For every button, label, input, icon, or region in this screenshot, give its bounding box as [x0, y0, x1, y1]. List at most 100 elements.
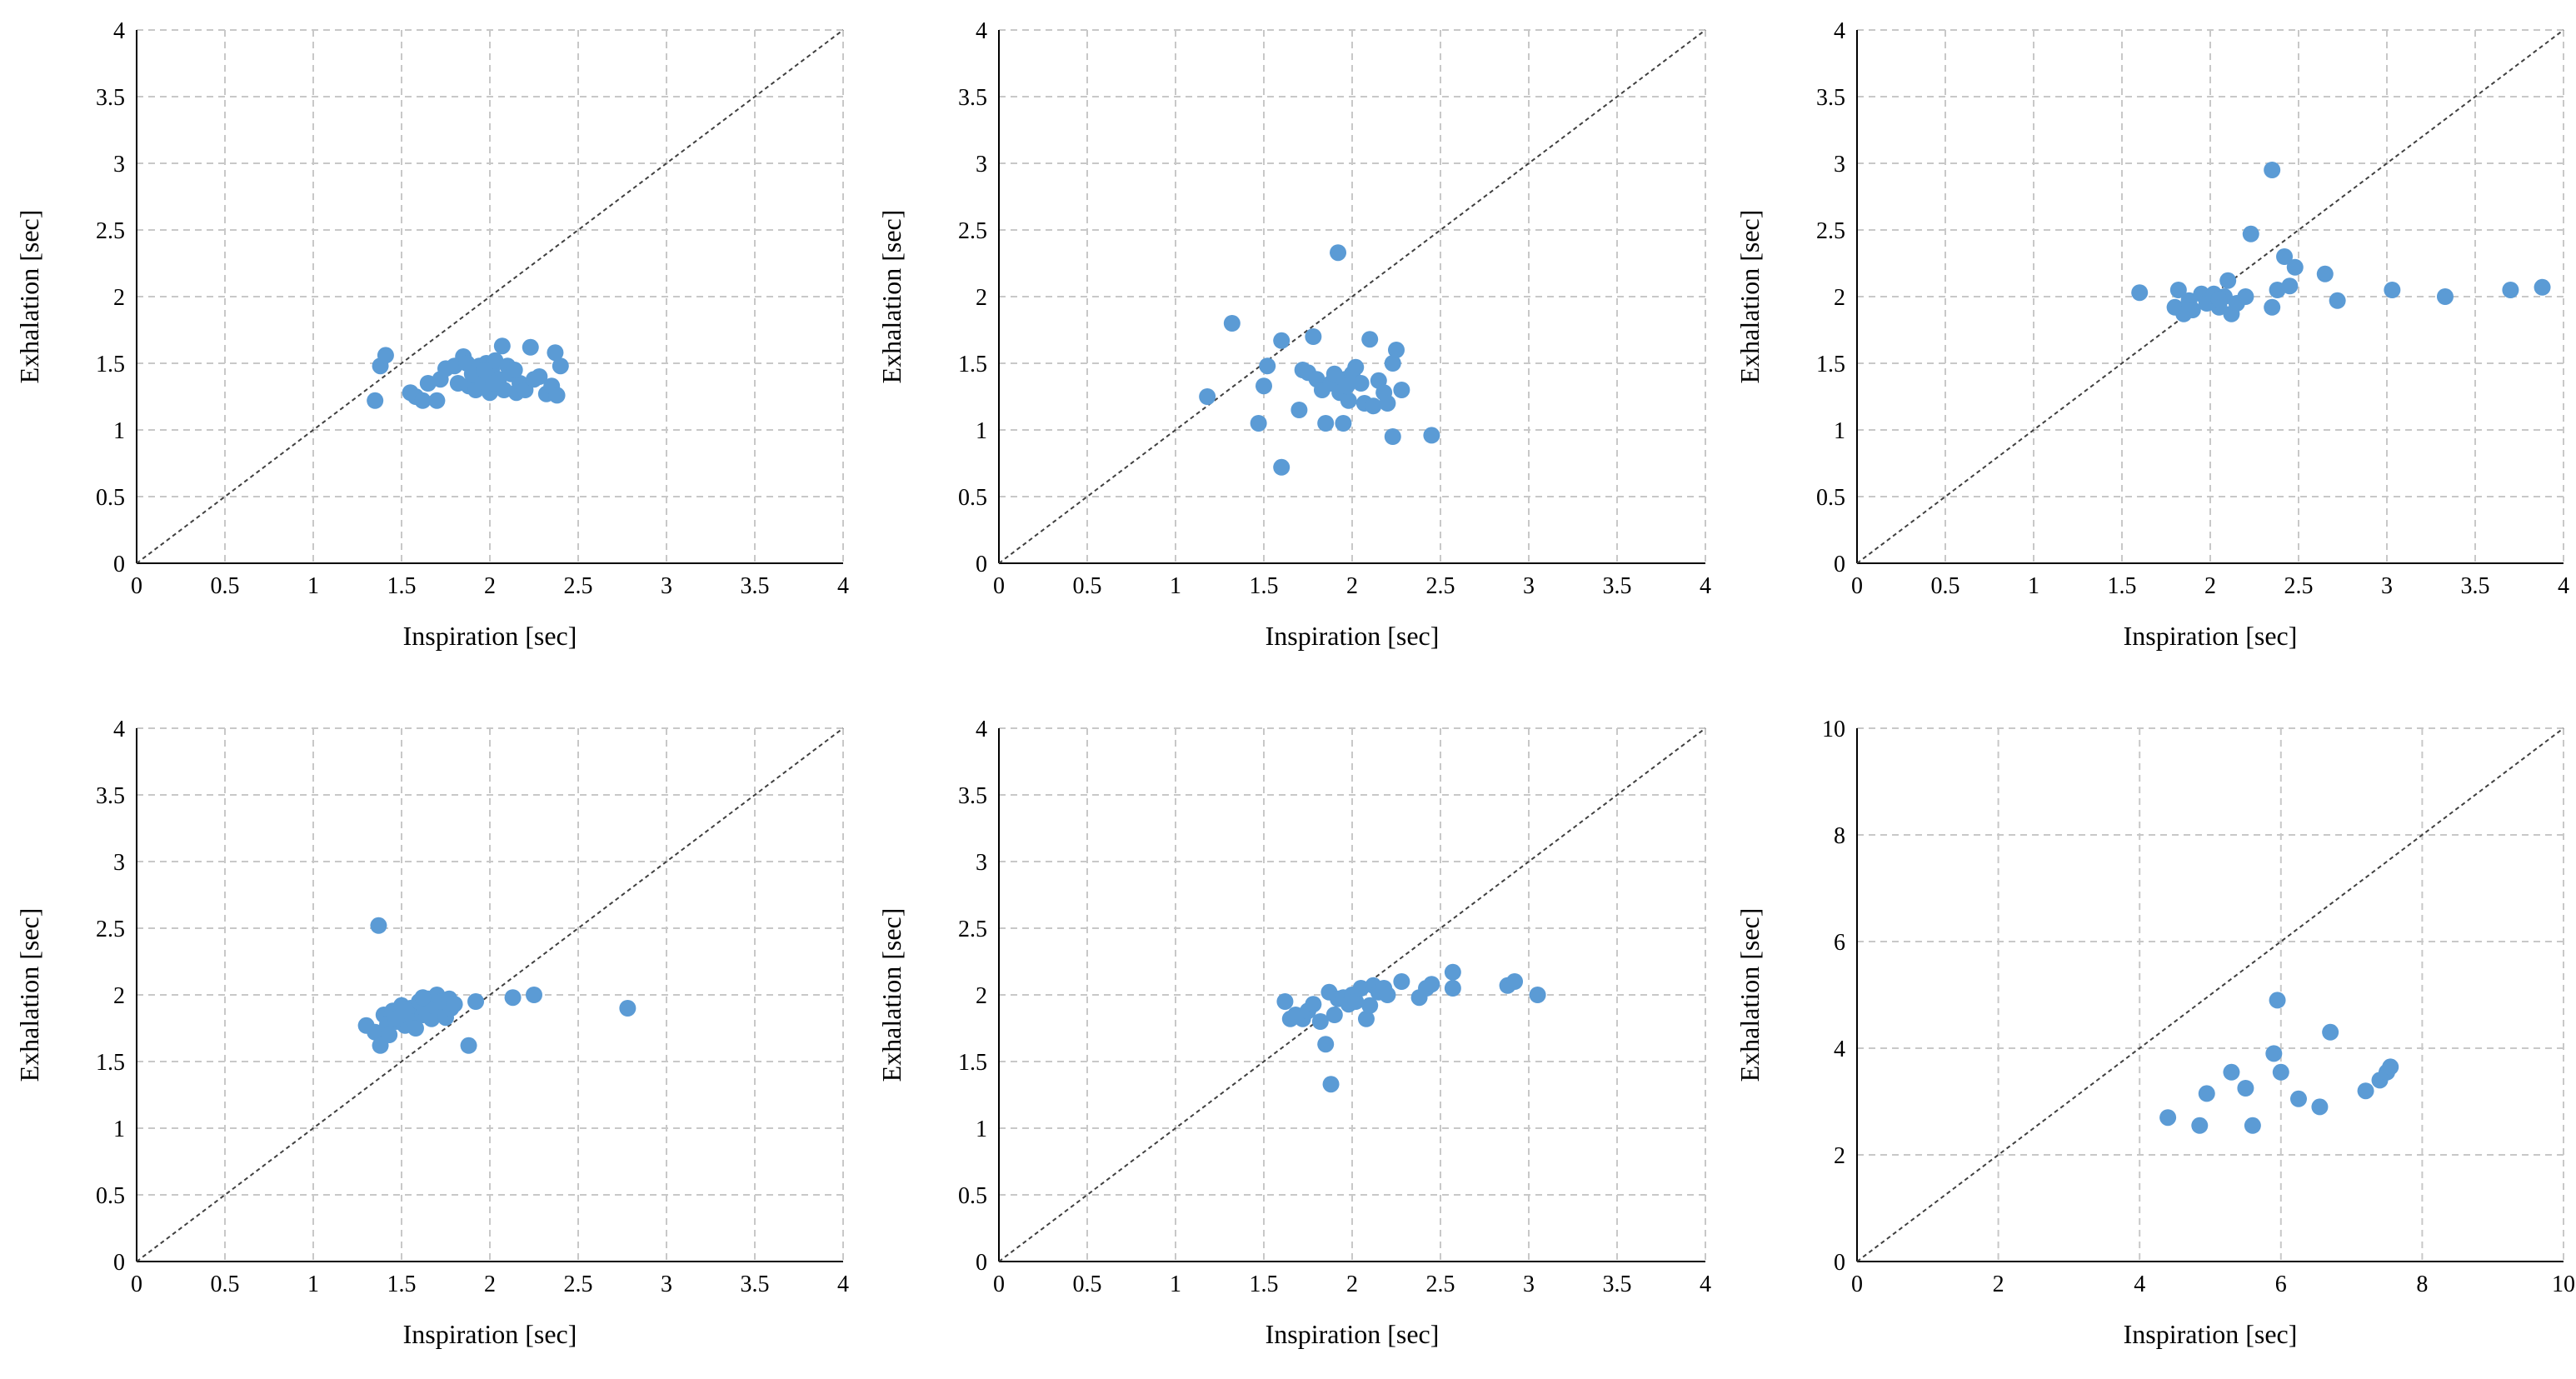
data-point: [506, 362, 523, 378]
identity-reference-line: [998, 29, 1706, 564]
y-tick-label: 3: [976, 152, 987, 177]
data-point: [367, 1023, 384, 1041]
data-point: [1423, 976, 1440, 993]
data-point: [1393, 382, 1410, 398]
y-tick-label: 4: [976, 18, 987, 44]
data-point: [548, 387, 566, 404]
series-points: [367, 337, 569, 409]
data-point: [2276, 248, 2294, 265]
data-point: [2223, 1063, 2240, 1081]
x-tick-label: 4: [2134, 1272, 2145, 1297]
x-tick-label: 2: [1346, 573, 1358, 599]
y-tick-label: 3.5: [958, 85, 987, 111]
data-point: [493, 337, 511, 355]
data-point: [2281, 277, 2299, 295]
data-point: [1311, 1013, 1329, 1030]
y-tick-label: 1.5: [1816, 352, 1845, 377]
data-point: [2357, 1082, 2374, 1100]
data-point: [1352, 375, 1370, 392]
y-tick-label: 0: [1834, 1250, 1845, 1276]
data-point: [1352, 980, 1370, 997]
data-point: [1335, 415, 1352, 432]
y-tick-label: 0: [976, 1250, 987, 1276]
data-point: [1276, 993, 1294, 1010]
data-point: [1384, 355, 1401, 372]
y-tick-label: 2.5: [96, 218, 125, 244]
x-tick-label: 3.5: [2461, 573, 2490, 599]
x-axis-label: Inspiration [sec]: [403, 621, 577, 651]
series-points: [2159, 992, 2399, 1134]
data-point: [1325, 1007, 1343, 1023]
data-point: [367, 392, 384, 409]
data-point: [414, 392, 432, 409]
x-tick-label: 1: [307, 573, 319, 599]
x-tick-label: 10: [2552, 1272, 2575, 1297]
y-tick-label: 3: [1834, 152, 1845, 177]
x-axis-label: Inspiration [sec]: [403, 1319, 577, 1349]
x-tick-label: 4: [2558, 573, 2569, 599]
x-axis-label: Inspiration [sec]: [2124, 621, 2298, 651]
x-tick-label: 2: [1346, 1272, 1358, 1297]
x-tick-label: 0.5: [1931, 573, 1960, 599]
data-point: [2159, 1109, 2177, 1127]
data-point: [381, 1027, 398, 1043]
y-tick-label: 1.5: [96, 352, 125, 377]
x-tick-label: 2.5: [1426, 1272, 1455, 1297]
data-point: [446, 996, 463, 1013]
x-tick-label: 1.5: [1250, 1272, 1279, 1297]
gridlines: [137, 727, 844, 1262]
x-tick-label: 1.5: [1250, 573, 1279, 599]
y-tick-label: 2.5: [958, 917, 987, 942]
data-point: [485, 375, 502, 392]
y-tick-label: 4: [113, 18, 125, 44]
data-point: [2219, 272, 2237, 289]
y-tick-label: 0: [976, 552, 987, 577]
data-point: [460, 1037, 477, 1054]
x-tick-label: 3.5: [741, 1272, 770, 1297]
data-point: [1444, 963, 1461, 981]
data-point: [1361, 997, 1379, 1014]
data-point: [1347, 993, 1365, 1010]
data-point: [2191, 1117, 2209, 1134]
x-tick-label: 3.5: [741, 573, 770, 599]
x-tick-label: 1.5: [387, 573, 417, 599]
y-tick-label: 2.5: [1816, 218, 1845, 244]
data-point: [476, 362, 493, 378]
scatter-chart-5: 0 0.5 1 1.5 2 2.5 3 3.5 4 0 0.5 1 1.5 2 2.5 3 3.5 4 Inspir…: [876, 717, 1711, 1349]
data-point: [1223, 315, 1241, 332]
data-point: [1340, 392, 1357, 409]
y-axis-label: Exhalation [sec]: [1735, 210, 1765, 384]
data-point: [619, 1000, 637, 1017]
y-tick-label: 0.5: [1816, 485, 1845, 511]
y-tick-label: 0.5: [958, 485, 987, 511]
y-tick-label: 1: [113, 418, 125, 444]
x-tick-label: 2: [484, 573, 496, 599]
data-point: [2290, 1090, 2307, 1107]
y-tick-label: 1.5: [96, 1050, 125, 1076]
y-axis-label: Exhalation [sec]: [876, 210, 906, 384]
x-tick-label: 2.5: [2284, 573, 2314, 599]
data-point: [1317, 1036, 1335, 1053]
x-tick-label: 2: [484, 1272, 496, 1297]
series-points: [357, 917, 637, 1054]
data-point: [531, 368, 548, 385]
data-point: [1444, 980, 1461, 997]
data-point: [2184, 302, 2201, 318]
x-tick-label: 1.5: [2108, 573, 2137, 599]
data-point: [1347, 358, 1365, 376]
data-point: [1365, 397, 1382, 415]
scatter-chart-2: 0 0.5 1 1.5 2 2.5 3 3.5 4 0 0.5 1 1.5 2 2.5 3 3.5 4 Inspir…: [876, 18, 1711, 651]
data-point: [2242, 225, 2259, 242]
data-point: [2322, 1023, 2339, 1041]
x-tick-label: 0: [993, 1272, 1005, 1297]
x-tick-label: 0.5: [211, 1272, 240, 1297]
y-tick-label: 4: [1834, 18, 1845, 44]
data-point: [2502, 282, 2519, 298]
x-axis-label: Inspiration [sec]: [2124, 1319, 2298, 1349]
data-point: [1379, 987, 1396, 1003]
data-point: [2329, 292, 2346, 309]
y-tick-label: 3: [113, 850, 125, 876]
data-point: [2269, 992, 2286, 1009]
data-point: [2131, 284, 2149, 302]
